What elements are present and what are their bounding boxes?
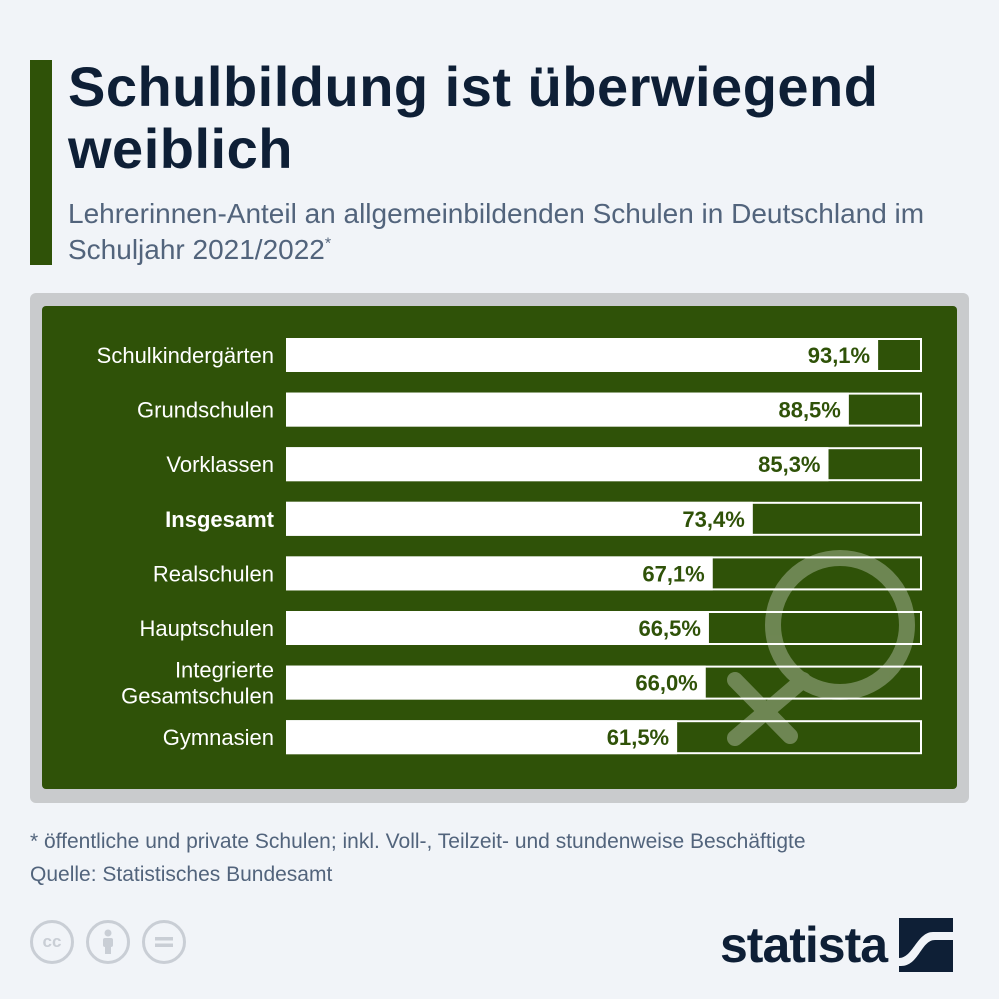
category-label-1: Grundschulen bbox=[137, 398, 274, 423]
footnote-text: * öffentliche und private Schulen; inkl.… bbox=[30, 830, 806, 853]
value-label-5: 66,5% bbox=[639, 616, 701, 641]
license-icons: cc bbox=[30, 920, 186, 964]
subtitle-footnote-mark: * bbox=[324, 235, 332, 253]
bar-3[interactable] bbox=[286, 501, 753, 536]
cc-icon[interactable]: cc bbox=[30, 920, 74, 964]
statista-logo[interactable]: statista bbox=[720, 915, 954, 975]
bar-2[interactable] bbox=[286, 447, 829, 482]
value-label-3: 73,4% bbox=[682, 507, 744, 532]
bar-1[interactable] bbox=[286, 392, 849, 427]
bar-6[interactable] bbox=[286, 665, 706, 700]
chalkboard bbox=[42, 306, 957, 789]
bar-0[interactable] bbox=[286, 338, 879, 372]
category-label-3: Insgesamt bbox=[165, 507, 274, 532]
brand-name: statista bbox=[720, 917, 888, 973]
bar-7[interactable] bbox=[286, 720, 678, 755]
value-label-6: 66,0% bbox=[635, 671, 697, 696]
nd-icon[interactable] bbox=[142, 920, 186, 964]
footnote-area: * öffentliche und private Schulen; inkl.… bbox=[30, 825, 990, 891]
chart-title: Schulbildung ist überwiegend weiblich bbox=[68, 55, 879, 180]
value-label-7: 61,5% bbox=[607, 725, 669, 750]
category-label-6: Integrierte Gesamtschulen bbox=[121, 658, 274, 709]
statista-mark-icon bbox=[899, 918, 954, 972]
chart-subtitle: Lehrerinnen-Anteil an allgemeinbildenden… bbox=[68, 196, 948, 268]
value-label-4: 67,1% bbox=[642, 561, 704, 586]
bar-4[interactable] bbox=[286, 556, 713, 591]
category-label-7: Gymnasien bbox=[163, 725, 274, 750]
value-label-0: 93,1% bbox=[808, 343, 870, 368]
category-label-2: Vorklassen bbox=[166, 452, 274, 477]
category-label-0: Schulkindergärten bbox=[97, 343, 274, 368]
title-accent-bar bbox=[30, 60, 52, 265]
subtitle-text: Lehrerinnen-Anteil an allgemeinbildenden… bbox=[68, 198, 925, 265]
source-text: Quelle: Statistisches Bundesamt bbox=[30, 863, 333, 886]
value-label-1: 88,5% bbox=[778, 398, 840, 423]
value-label-2: 85,3% bbox=[758, 452, 820, 477]
category-label-4: Realschulen bbox=[153, 561, 274, 586]
bar-5[interactable] bbox=[286, 611, 709, 645]
female-symbol-icon bbox=[727, 550, 915, 746]
by-icon[interactable] bbox=[86, 920, 130, 964]
category-label-5: Hauptschulen bbox=[139, 616, 274, 641]
